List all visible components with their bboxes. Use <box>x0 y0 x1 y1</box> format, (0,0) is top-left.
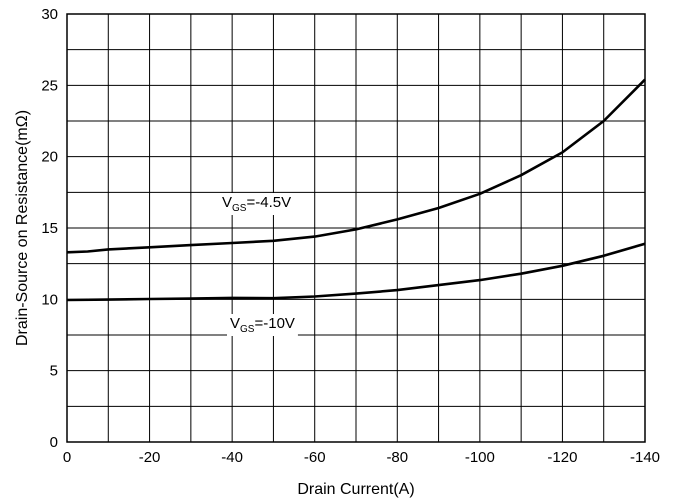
series-line <box>66 78 646 254</box>
y-tick-label: 30 <box>41 6 58 23</box>
x-tick-label: -60 <box>304 449 326 466</box>
x-tick-label: -80 <box>386 449 408 466</box>
x-tick-label: -20 <box>139 449 161 466</box>
x-axis-ticks: 0 -20 -40 -60 -80 -100 -120 -140 <box>63 449 660 466</box>
x-tick-label: -140 <box>630 449 660 466</box>
y-axis-label: Drain-Source on Resistance(mΩ) <box>14 110 31 346</box>
y-tick-label: 5 <box>50 363 58 380</box>
series-group: VGS=-4.5V VGS=-10V <box>66 78 646 336</box>
y-tick-label: 10 <box>41 291 58 308</box>
x-tick-label: -100 <box>465 449 495 466</box>
series-line <box>66 242 646 302</box>
y-tick-label: 20 <box>41 149 58 166</box>
series-label: VGS=-4.5V <box>222 194 291 214</box>
series-label-background <box>227 314 298 336</box>
y-tick-label: 15 <box>41 220 58 237</box>
y-tick-label: 0 <box>50 434 58 451</box>
series-label: VGS=-10V <box>230 315 295 335</box>
x-tick-label: 0 <box>63 449 71 466</box>
series-label-background <box>219 193 295 215</box>
x-axis-label: Drain Current(A) <box>297 481 414 498</box>
x-tick-label: -40 <box>221 449 243 466</box>
x-tick-label: -120 <box>547 449 577 466</box>
plot-frame <box>66 13 646 443</box>
grid <box>67 14 645 442</box>
y-axis-ticks: 0 5 10 15 20 25 30 <box>41 6 58 451</box>
y-tick-label: 25 <box>41 77 58 94</box>
